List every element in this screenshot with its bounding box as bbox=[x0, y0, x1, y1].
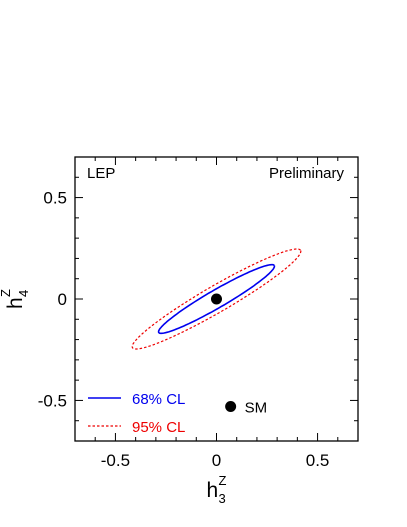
contour-68cl bbox=[157, 263, 276, 335]
ticks-layer: -0.5 0 0.5 0.5 0 -0.5 bbox=[38, 157, 358, 470]
x-axis-title-sup: Z bbox=[219, 473, 227, 488]
sm-point-label: SM bbox=[245, 400, 268, 417]
points-layer: SM bbox=[211, 293, 268, 417]
legend: 68% CL 95% CL bbox=[88, 391, 185, 436]
contours-layer bbox=[131, 248, 302, 350]
legend-label-95cl: 95% CL bbox=[132, 419, 185, 436]
contour-95cl bbox=[131, 248, 302, 350]
x-tick-label: -0.5 bbox=[101, 451, 130, 470]
experiment-label: LEP bbox=[87, 165, 115, 182]
y-axis-title-base: h bbox=[4, 297, 27, 309]
x-axis-title: h Z 3 bbox=[207, 473, 227, 506]
y-tick-label: -0.5 bbox=[38, 391, 67, 410]
y-tick-label: 0.5 bbox=[43, 189, 67, 208]
x-axis-title-sub: 3 bbox=[219, 491, 226, 506]
y-axis-title-sup: Z bbox=[0, 289, 13, 297]
x-axis-title-base: h bbox=[207, 479, 219, 502]
sm-point-marker bbox=[225, 401, 237, 413]
x-tick-label: 0 bbox=[212, 451, 221, 470]
y-axis-title: h Z 4 bbox=[0, 289, 31, 309]
legend-label-68cl: 68% CL bbox=[132, 391, 185, 408]
y-tick-label: 0 bbox=[58, 290, 67, 309]
status-label: Preliminary bbox=[269, 165, 345, 182]
x-tick-label: 0.5 bbox=[306, 451, 330, 470]
y-axis-title-sub: 4 bbox=[16, 290, 31, 297]
fit-point-marker bbox=[211, 293, 222, 305]
